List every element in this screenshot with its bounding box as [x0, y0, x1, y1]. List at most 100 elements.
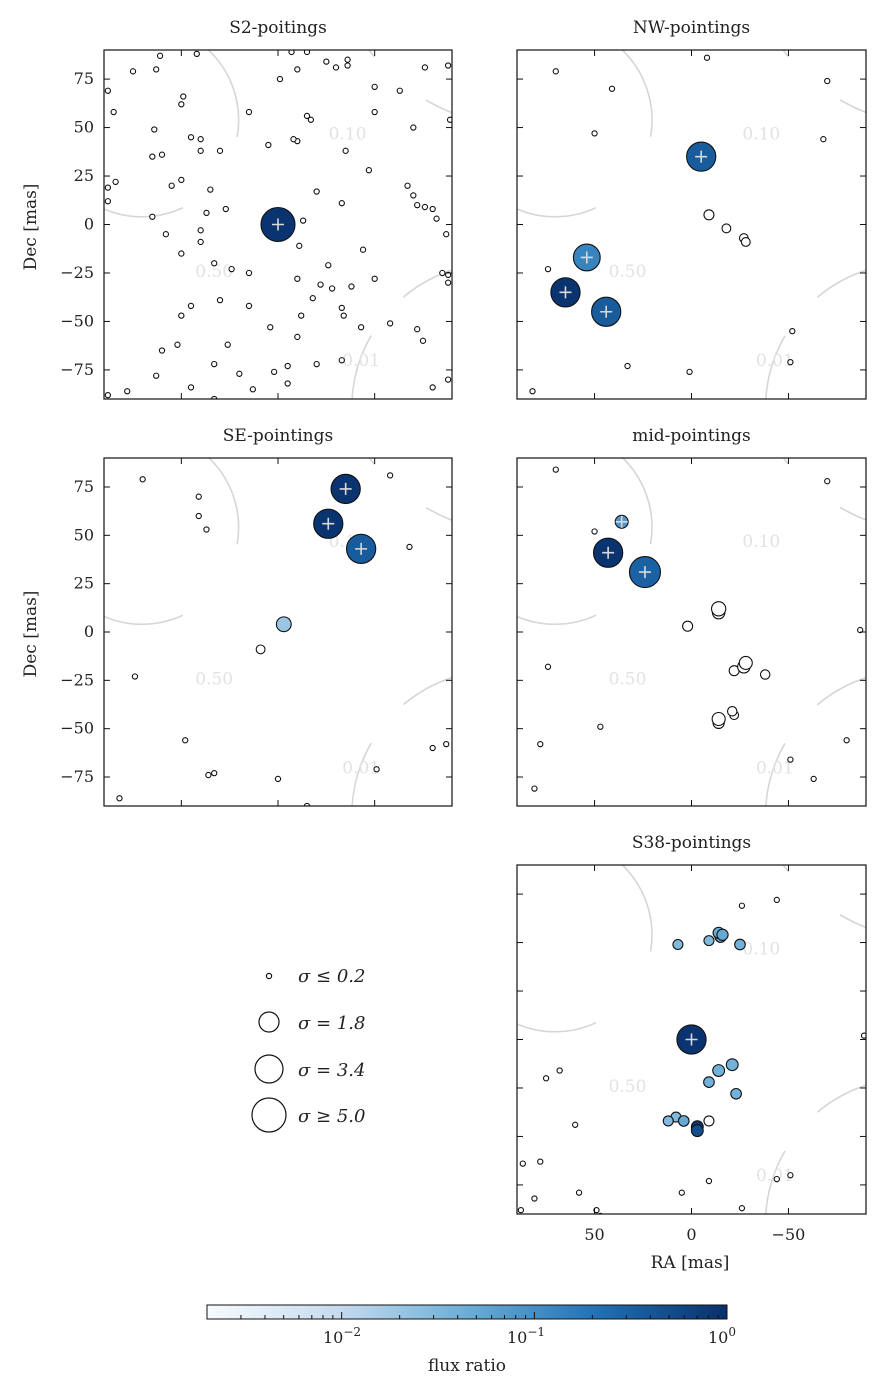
source-point	[860, 1032, 866, 1039]
source-point	[396, 87, 403, 94]
source-point	[406, 543, 413, 551]
source-point	[608, 85, 616, 92]
source-point	[129, 68, 137, 75]
contour-1	[351, 676, 452, 806]
y-axis-label-middle: Dec [mas]	[21, 591, 41, 678]
legend-marker-0	[265, 972, 273, 980]
source-point	[313, 360, 320, 368]
legend-marker-2	[254, 1054, 284, 1084]
source-point	[156, 52, 164, 59]
contour-label-2: 0.01	[756, 1166, 794, 1186]
contour-label-1: 0.10	[742, 124, 780, 144]
source-point	[843, 737, 850, 744]
source-point	[712, 1064, 726, 1077]
source-point	[371, 275, 378, 282]
source-point	[317, 281, 324, 288]
source-point	[721, 223, 732, 234]
source-point	[294, 66, 301, 73]
source-point	[299, 217, 307, 224]
contour-1	[765, 677, 866, 806]
fiber-position-marker	[695, 150, 708, 163]
y-tick-label: −50	[60, 311, 94, 330]
source-point	[265, 141, 272, 149]
source-point	[703, 209, 715, 221]
colorbar-tick-label-1: 10−1	[507, 1325, 545, 1347]
source-point	[542, 1075, 550, 1082]
colorbar: 10−2 10−1 100 flux ratio	[206, 1304, 736, 1376]
legend-label-1: σ = 1.8	[298, 1013, 365, 1034]
source-point	[236, 370, 243, 377]
source-point	[249, 386, 257, 393]
source-point	[294, 333, 301, 341]
source-point	[338, 200, 345, 207]
source-point	[338, 357, 345, 364]
source-point	[340, 312, 347, 319]
source-point	[734, 938, 746, 951]
source-point	[245, 269, 253, 277]
fiber-position-marker	[685, 1033, 698, 1046]
contour-label-1: 0.10	[329, 124, 367, 144]
y-tick-label: −25	[60, 670, 94, 689]
source-point	[162, 231, 170, 238]
source-point	[444, 271, 452, 279]
source-point	[195, 512, 202, 520]
source-point	[328, 285, 336, 292]
source-point	[182, 737, 189, 744]
source-point	[116, 795, 123, 802]
fiber-position-marker	[600, 305, 613, 318]
source-point	[421, 203, 429, 211]
source-point	[245, 302, 253, 310]
source-point	[824, 478, 831, 485]
source-point	[104, 198, 112, 205]
source-point	[443, 740, 450, 748]
legend-label-2: σ = 3.4	[298, 1060, 365, 1081]
contour-2	[782, 458, 866, 521]
source-point	[529, 388, 536, 395]
source-point	[371, 83, 378, 90]
source-point	[325, 262, 332, 269]
contour-label-0: 0.50	[609, 262, 647, 282]
source-point	[288, 50, 295, 56]
source-point	[544, 265, 552, 273]
source-point	[344, 62, 351, 69]
source-point	[224, 341, 231, 348]
source-point	[410, 124, 417, 131]
fiber-position-marker	[322, 517, 335, 530]
source-point	[682, 620, 694, 632]
source-point	[429, 205, 436, 213]
source-point	[703, 1076, 715, 1089]
y-tick-label: −25	[60, 263, 94, 282]
source-point	[149, 213, 156, 220]
source-point	[197, 147, 204, 154]
contour-0	[517, 50, 653, 218]
source-point	[552, 466, 559, 473]
source-point	[773, 1175, 780, 1183]
source-point	[443, 231, 450, 238]
contour-label-2: 0.01	[756, 758, 794, 778]
source-point	[787, 359, 794, 366]
panel-4: 0.50 0.10 0.01 50 0 −50 S38-pointings	[516, 833, 867, 1244]
source-point	[298, 312, 305, 319]
source-point	[552, 68, 559, 75]
contour-label-0: 0.50	[609, 669, 647, 689]
source-point	[158, 347, 166, 354]
legend-marker-3	[251, 1097, 287, 1133]
source-point	[386, 320, 394, 327]
source-point	[178, 250, 185, 257]
contour-2	[782, 50, 866, 114]
colorbar-tick-label-0: 10−2	[323, 1325, 361, 1347]
source-point	[433, 215, 440, 222]
source-point	[216, 147, 224, 154]
source-point	[738, 1205, 746, 1212]
panel-3: 0.50 0.10 0.01 mid-pointings	[516, 426, 867, 807]
source-point	[444, 376, 452, 383]
source-point	[344, 56, 351, 63]
source-point	[439, 269, 446, 277]
source-point	[705, 1177, 713, 1185]
source-point	[537, 1158, 544, 1165]
source-point	[421, 64, 429, 71]
source-point	[342, 147, 349, 154]
source-point	[245, 108, 253, 116]
source-point	[205, 771, 212, 779]
fiber-position-marker	[339, 482, 352, 495]
